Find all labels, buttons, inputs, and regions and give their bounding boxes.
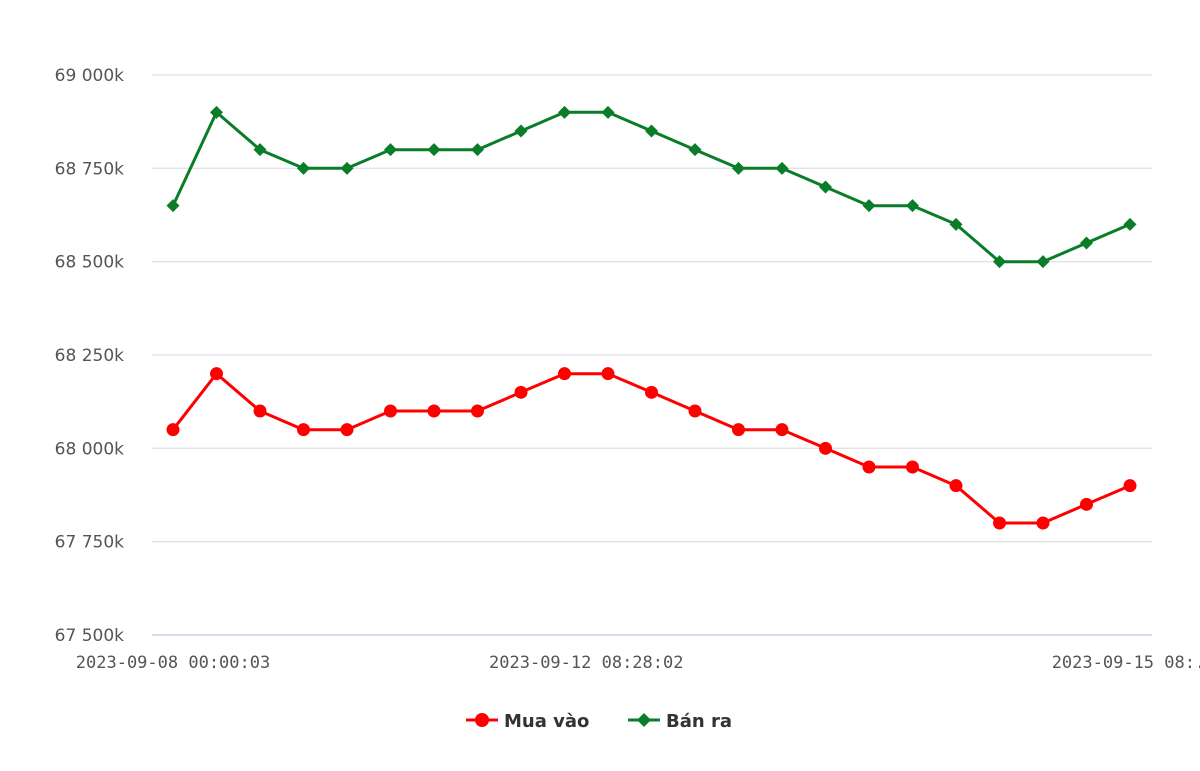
series-mua-vao: [166, 367, 1137, 530]
data-point[interactable]: [210, 367, 223, 381]
data-point[interactable]: [993, 255, 1006, 269]
series-lines: [166, 105, 1137, 530]
y-tick-label: 67 500k: [55, 626, 124, 646]
data-point[interactable]: [471, 404, 484, 418]
data-point[interactable]: [514, 124, 528, 138]
series-ban-ra: [166, 105, 1137, 269]
data-point[interactable]: [993, 516, 1006, 530]
data-point[interactable]: [645, 124, 658, 138]
y-axis-ticks: 69 000k 68 750k 68 500k 68 250k 68 000k 67 75…: [55, 66, 124, 646]
x-tick-label: 2023-09-12 08:28:02: [489, 653, 683, 673]
x-axis-ticks: 2023-09-08 00:00:03 2023-09-12 08:28:02 20…: [76, 653, 1200, 673]
data-point[interactable]: [297, 423, 310, 437]
data-point[interactable]: [862, 199, 876, 213]
data-point[interactable]: [297, 161, 310, 175]
legend-diamond-icon: [637, 713, 651, 727]
legend-item-mua-vao[interactable]: Mua vào: [466, 711, 589, 732]
data-point[interactable]: [906, 460, 919, 474]
data-point[interactable]: [427, 143, 441, 157]
y-tick-label: 69 000k: [55, 66, 124, 86]
data-point[interactable]: [253, 143, 267, 157]
data-point[interactable]: [1080, 236, 1093, 250]
data-point[interactable]: [384, 143, 397, 157]
x-tick-label: 2023-09-15 08:...: [1052, 653, 1200, 673]
data-point[interactable]: [601, 105, 615, 119]
legend-label: Mua vào: [504, 711, 589, 732]
data-point[interactable]: [688, 143, 702, 157]
data-point[interactable]: [1080, 497, 1093, 511]
data-point[interactable]: [1036, 255, 1050, 269]
data-point[interactable]: [862, 460, 876, 474]
data-point[interactable]: [775, 161, 789, 175]
data-point[interactable]: [253, 404, 267, 418]
y-tick-label: 68 250k: [55, 346, 124, 366]
data-point[interactable]: [1123, 217, 1137, 231]
data-point[interactable]: [819, 180, 832, 194]
data-point[interactable]: [949, 217, 963, 231]
data-point[interactable]: [166, 423, 180, 437]
legend-item-ban-ra[interactable]: Bán ra: [628, 711, 732, 732]
data-point[interactable]: [558, 367, 571, 381]
data-point[interactable]: [514, 385, 528, 399]
data-point[interactable]: [775, 423, 789, 437]
data-point[interactable]: [645, 385, 658, 399]
y-tick-label: 68 500k: [55, 253, 124, 273]
y-tick-label: 67 750k: [55, 533, 124, 553]
x-tick-label: 2023-09-08 00:00:03: [76, 653, 270, 673]
data-point[interactable]: [819, 441, 832, 455]
data-point[interactable]: [906, 199, 919, 213]
data-point[interactable]: [732, 423, 745, 437]
data-point[interactable]: [471, 143, 484, 157]
data-point[interactable]: [688, 404, 702, 418]
data-point[interactable]: [384, 404, 397, 418]
legend[interactable]: Mua vào Bán ra: [466, 711, 732, 732]
data-point[interactable]: [166, 199, 180, 213]
data-point[interactable]: [340, 423, 354, 437]
data-point[interactable]: [210, 105, 223, 119]
data-point[interactable]: [732, 161, 745, 175]
data-point[interactable]: [601, 367, 615, 381]
y-tick-label: 68 000k: [55, 439, 124, 459]
data-point[interactable]: [558, 105, 571, 119]
legend-label: Bán ra: [666, 711, 732, 732]
data-point[interactable]: [427, 404, 441, 418]
gridlines: [152, 74, 1152, 636]
data-point[interactable]: [949, 479, 963, 493]
data-point[interactable]: [1123, 479, 1137, 493]
y-tick-label: 68 750k: [55, 159, 124, 179]
data-point[interactable]: [1036, 516, 1050, 530]
legend-circle-icon: [475, 713, 489, 727]
data-point[interactable]: [340, 161, 354, 175]
